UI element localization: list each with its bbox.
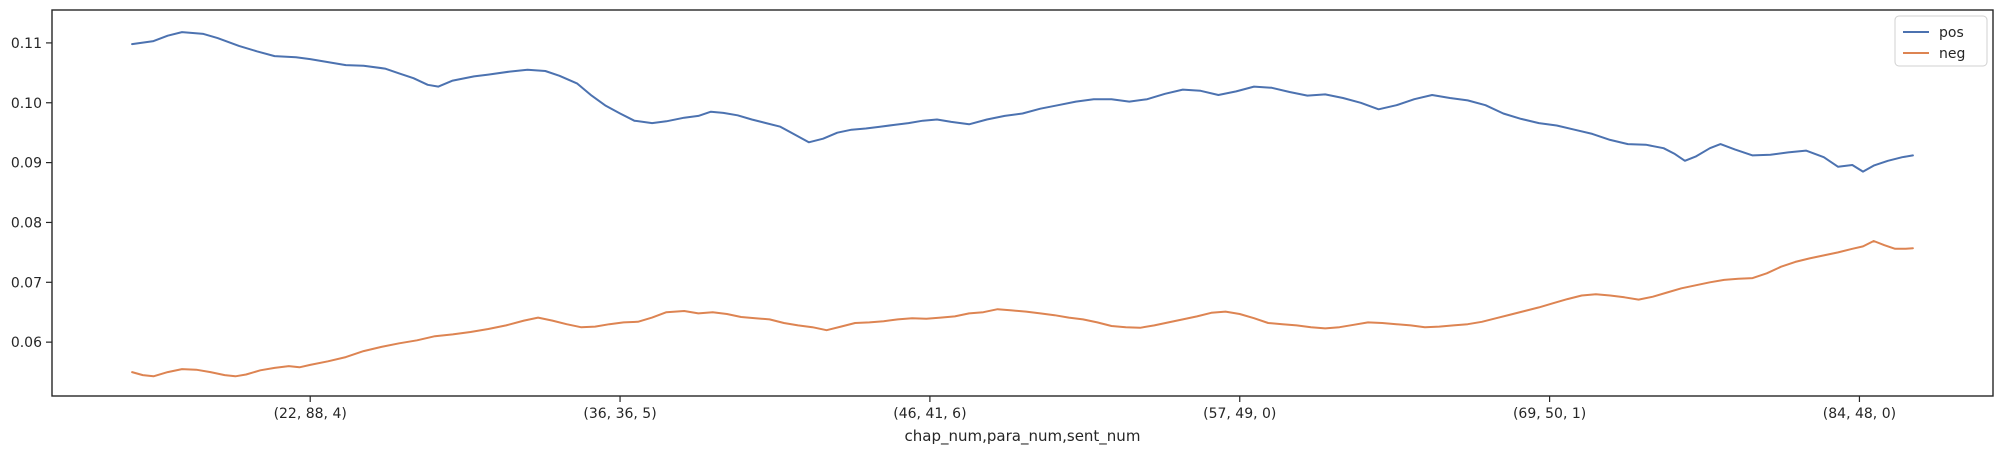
plot-frame xyxy=(51,9,1994,397)
x-tick-label: (57, 49, 0) xyxy=(1203,406,1276,422)
legend-label-pos: pos xyxy=(1939,25,1964,41)
y-tick-label: 0.06 xyxy=(11,335,42,351)
y-tick-label: 0.07 xyxy=(11,275,42,291)
y-tick-label: 0.09 xyxy=(11,156,42,172)
x-tick-label: (36, 36, 5) xyxy=(583,406,656,422)
plot-area xyxy=(131,31,1914,378)
y-tick-label: 0.08 xyxy=(11,215,42,231)
x-tick-label: (46, 41, 6) xyxy=(893,406,966,422)
series-line-pos xyxy=(131,31,1914,173)
series-line-neg xyxy=(131,240,1914,378)
legend-label-neg: neg xyxy=(1939,46,1965,62)
y-tick-label: 0.11 xyxy=(11,36,42,52)
x-tick-label: (84, 48, 0) xyxy=(1823,406,1896,422)
y-tick-label: 0.10 xyxy=(11,96,42,112)
x-tick-label: (69, 50, 1) xyxy=(1513,406,1586,422)
x-tick-label: (22, 88, 4) xyxy=(274,406,347,422)
legend: pos neg xyxy=(1894,15,1988,67)
axes: 0.06 0.07 0.08 0.09 0.10 0.11 (22, 88, 4) (36, … xyxy=(11,9,1994,422)
x-axis-title: chap_num,para_num,sent_num xyxy=(905,427,1141,446)
